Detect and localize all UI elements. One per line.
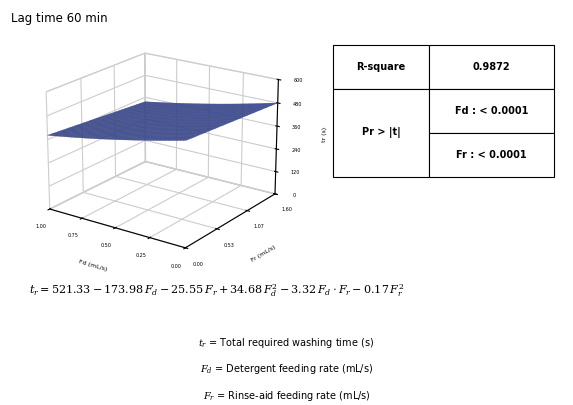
Text: 0.9872: 0.9872 [473, 62, 511, 72]
Text: Pr > |t|: Pr > |t| [362, 127, 401, 139]
Bar [429, 89, 554, 133]
Y-axis label: Fr (mL/s): Fr (mL/s) [250, 244, 276, 263]
Text: $t_r = 521.33 - 173.98\,F_d - 25.55\,F_r + 34.68\,F_d^{2} - 3.32\,F_d \cdot F_r : $t_r = 521.33 - 173.98\,F_d - 25.55\,F_r… [29, 282, 404, 299]
Bar [333, 89, 429, 177]
Text: Fd : < 0.0001: Fd : < 0.0001 [455, 106, 528, 116]
Text: $t_r$ = Total required washing time (s): $t_r$ = Total required washing time (s) [198, 335, 375, 350]
Text: R-square: R-square [356, 62, 406, 72]
Bar [429, 133, 554, 177]
Text: $F_d$ = Detergent feeding rate (mL/s): $F_d$ = Detergent feeding rate (mL/s) [200, 362, 373, 376]
Bar [429, 45, 554, 89]
X-axis label: Fd (mL/s): Fd (mL/s) [78, 260, 108, 273]
Text: Lag time 60 min: Lag time 60 min [11, 12, 108, 25]
Text: $F_r$ = Rinse-aid feeding rate (mL/s): $F_r$ = Rinse-aid feeding rate (mL/s) [203, 389, 370, 403]
Bar [333, 45, 429, 89]
Text: Fr : < 0.0001: Fr : < 0.0001 [457, 150, 527, 160]
